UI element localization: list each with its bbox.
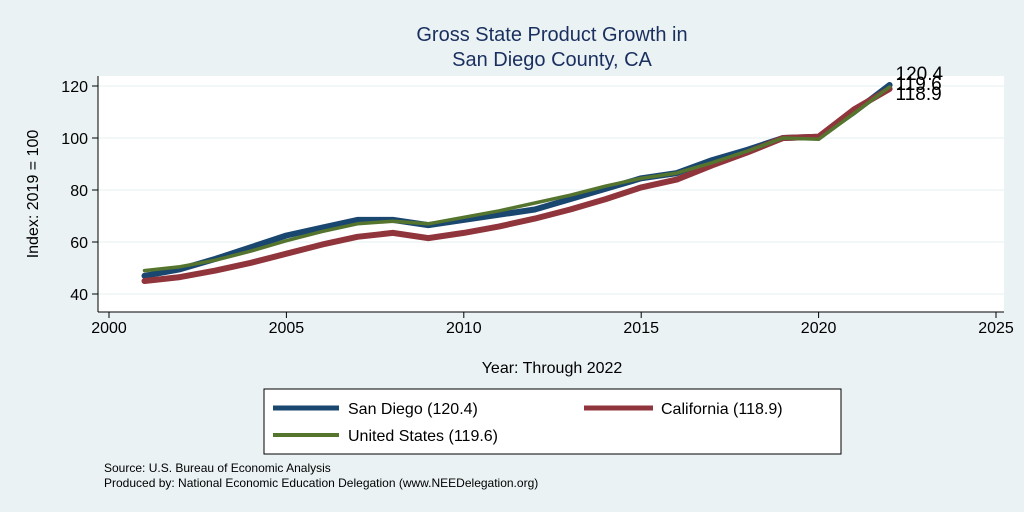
x-tick-label: 2000 xyxy=(91,320,127,337)
x-tick-label: 2010 xyxy=(446,320,482,337)
x-tick-label: 2015 xyxy=(623,320,659,337)
end-label-california: 118.9 xyxy=(896,84,942,105)
end-label-united-states: 119.6 xyxy=(896,74,942,95)
plot-area xyxy=(98,76,1004,312)
legend: San Diego (120.4) California (118.9) Uni… xyxy=(263,388,842,455)
y-axis-label: Index: 2019 = 100 xyxy=(25,130,42,259)
y-tick-label: 80 xyxy=(70,183,88,200)
grid-lines xyxy=(98,85,1004,295)
x-tick-label: 2005 xyxy=(269,320,305,337)
legend-label-united-states: United States (119.6) xyxy=(348,428,498,445)
chart-title-line1: Gross State Product Growth in xyxy=(416,24,687,46)
y-tick-label: 40 xyxy=(70,287,88,304)
legend-label-san-diego: San Diego (120.4) xyxy=(348,401,478,418)
chart-title-line2: San Diego County, CA xyxy=(452,49,652,71)
legend-label-california: California (118.9) xyxy=(661,401,783,418)
x-tick-label: 2020 xyxy=(801,320,837,337)
y-tick-label: 60 xyxy=(70,235,88,252)
axes: 40 60 80 100 120 2000 2005 2010 2015 2020 2025 xyxy=(61,76,1014,337)
legend-box xyxy=(263,388,842,455)
x-tick-label: 2025 xyxy=(978,320,1014,337)
source-note: Source: U.S. Bureau of Economic Analysis xyxy=(104,461,331,475)
x-axis-label: Year: Through 2022 xyxy=(482,360,623,377)
end-label-san-diego: 120.4 xyxy=(896,64,944,85)
y-tick-label: 120 xyxy=(61,79,88,96)
produced-by-note: Produced by: National Economic Education… xyxy=(104,476,538,490)
series-layer xyxy=(141,82,893,284)
series-line-united-states xyxy=(142,85,892,273)
y-tick-label: 100 xyxy=(61,131,88,148)
